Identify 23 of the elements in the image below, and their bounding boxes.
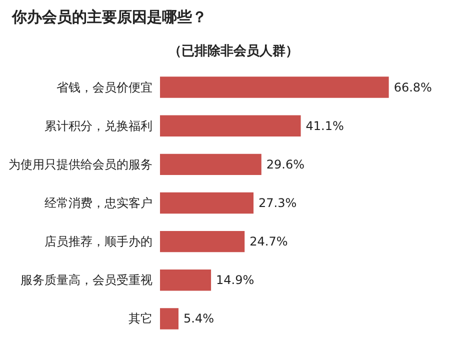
data-label: 41.1% xyxy=(306,118,344,133)
bar xyxy=(160,154,262,176)
bar xyxy=(160,270,212,291)
chart-title: 你办会员的主要原因是哪些？ xyxy=(12,8,207,27)
chart-subtitle: （已排除非会员人群） xyxy=(168,43,300,60)
data-label: 14.9% xyxy=(216,273,254,288)
data-label: 66.8% xyxy=(394,80,432,94)
bar xyxy=(160,192,254,214)
y-tick-label: 为使用只提供给会员的服务 xyxy=(8,157,152,172)
bar xyxy=(160,76,389,98)
data-label: 29.6% xyxy=(266,157,305,172)
data-label: 27.3% xyxy=(258,196,297,210)
y-tick-label: 省钱，会员价便宜 xyxy=(56,80,152,94)
bar xyxy=(160,115,301,136)
y-tick-label: 经常消费，忠实客户 xyxy=(44,196,152,210)
data-label: 24.7% xyxy=(250,234,288,249)
y-tick-label: 累计积分，兑换福利 xyxy=(44,118,152,133)
y-tick-label: 其它 xyxy=(128,312,152,326)
y-tick-label: 店员推荐，顺手办的 xyxy=(44,234,152,249)
bar xyxy=(160,308,178,330)
bar xyxy=(160,230,245,252)
data-label: 5.4% xyxy=(183,312,214,326)
y-tick-label: 服务质量高，会员受重视 xyxy=(20,273,152,288)
